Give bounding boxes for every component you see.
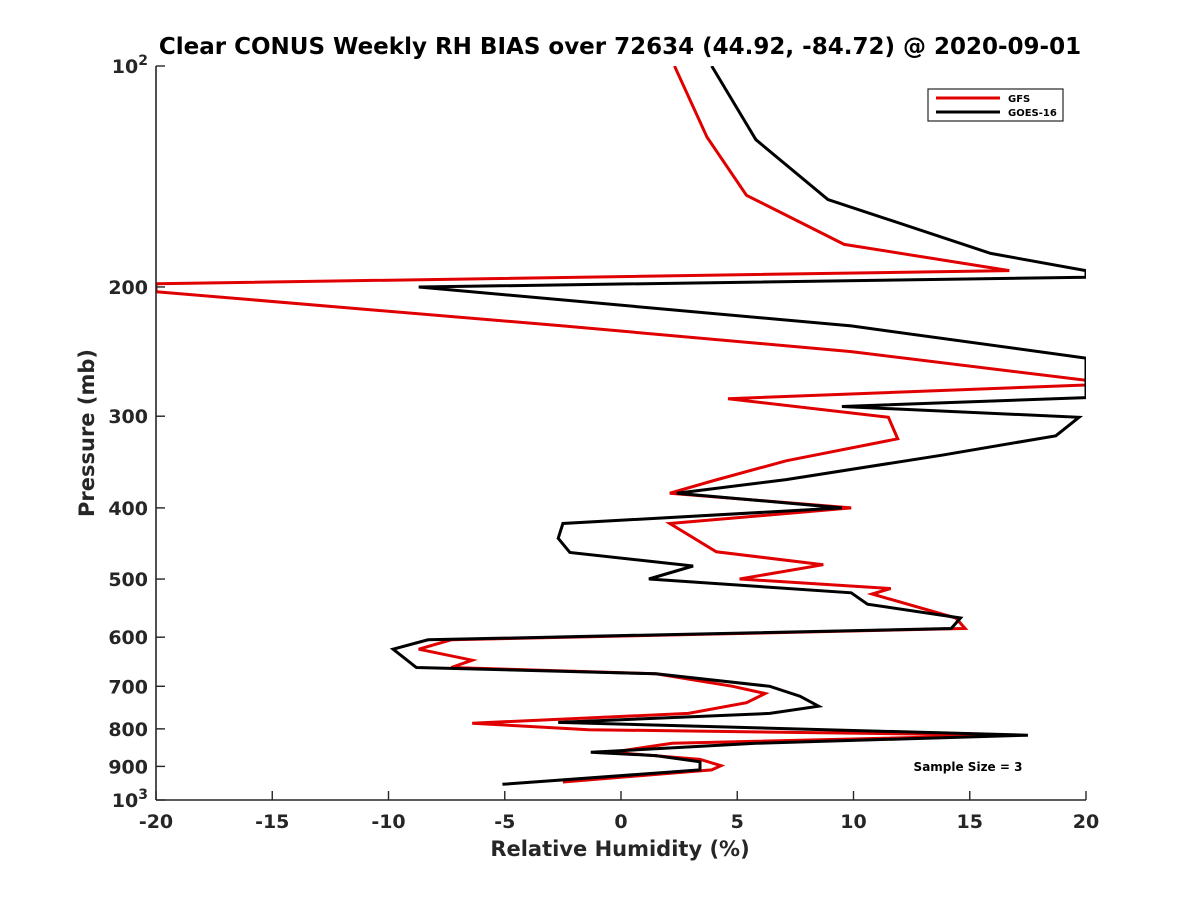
series-group <box>156 66 1086 786</box>
y-tick-label: 200 <box>108 277 148 299</box>
x-tick-label: 0 <box>614 811 627 833</box>
y-tick-label: 400 <box>108 498 148 520</box>
y-tick-label: 300 <box>108 406 148 428</box>
axes: -20 -15 -10 -5 0 5 10 15 20102200300400500600700… <box>108 53 1099 833</box>
legend-label: GFS <box>1008 94 1030 105</box>
x-tick-label: 10 <box>840 811 866 833</box>
legend-box <box>927 88 1064 122</box>
series-line-gfs <box>156 66 1086 784</box>
x-axis-label: Relative Humidity (%) <box>490 837 749 861</box>
y-axis-label: Pressure (mb) <box>75 349 99 517</box>
y-tick-label: 900 <box>108 756 148 778</box>
x-tick-label: -20 <box>139 811 173 833</box>
sample-size-annotation: Sample Size = 3 <box>914 760 1023 774</box>
y-tick-label: 500 <box>108 569 148 591</box>
legend: GFS GOES-16 <box>927 88 1064 122</box>
x-tick-label: 15 <box>957 811 983 833</box>
y-tick-exponent: 2 <box>138 53 148 69</box>
y-tick-label: 800 <box>108 719 148 741</box>
y-tick-label: 700 <box>108 676 148 698</box>
x-tick-label: 20 <box>1073 811 1099 833</box>
x-tick-label: -5 <box>494 811 515 833</box>
x-tick-label: 5 <box>731 811 744 833</box>
x-tick-label: -10 <box>371 811 405 833</box>
x-tick-label: -15 <box>255 811 289 833</box>
series-line-goes-16 <box>389 66 1086 786</box>
y-tick-exponent: 3 <box>138 787 148 803</box>
chart-title: Clear CONUS Weekly RH BIAS over 72634 (4… <box>159 34 1081 60</box>
y-tick-label: 600 <box>108 627 148 649</box>
legend-label: GOES-16 <box>1008 108 1057 119</box>
